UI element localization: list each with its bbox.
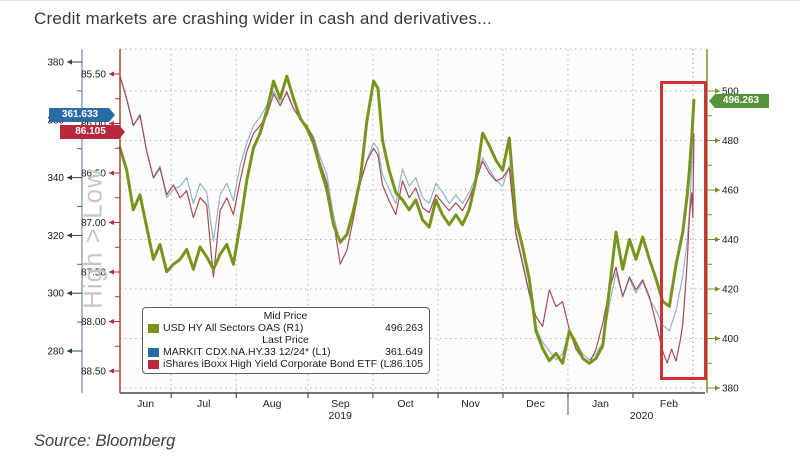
r1-tick-label: 420 <box>722 285 739 296</box>
tick-arrow <box>109 219 114 226</box>
r1-tick-label: 500 <box>722 87 739 98</box>
legend-value-iboxx-etf: 86.105 <box>390 358 423 370</box>
tick-arrow <box>715 187 720 193</box>
legend-row-oas: USD HY All Sectors OAS (R1) 496.263 <box>148 322 423 334</box>
tick-arrow <box>109 71 114 77</box>
legend-value-oas: 496.263 <box>385 322 423 334</box>
chart-legend: Mid Price USD HY All Sectors OAS (R1) 49… <box>142 307 430 374</box>
r1-tick-label: 400 <box>722 334 739 345</box>
tick-arrow <box>715 88 720 94</box>
legend-label-oas: USD HY All Sectors OAS (R1) <box>163 322 304 334</box>
legend-swatch-blue <box>148 347 159 357</box>
last-price-tag-cdx: 361.633 <box>49 108 115 122</box>
l2-tick-label: 87.50 <box>81 268 106 279</box>
page-title: Credit markets are crashing wider in cas… <box>34 9 492 28</box>
l2-tick-label: 87.00 <box>81 218 106 229</box>
tick-arrow <box>67 59 72 65</box>
x-axis-month-label: Jun <box>137 398 154 410</box>
l2-tick-label: 88.00 <box>81 317 106 328</box>
legend-header-last-price: Last Price <box>262 334 309 346</box>
l2-tick-label: 88.50 <box>81 367 106 378</box>
tick-arrow <box>67 290 72 296</box>
tick-arrow <box>715 385 720 391</box>
tick-arrow <box>715 137 720 144</box>
l1-tick-label: 320 <box>47 231 64 242</box>
legend-swatch-red <box>148 359 159 369</box>
tick-arrow <box>109 120 114 127</box>
tick-arrow <box>109 170 114 176</box>
x-axis-month-label: Jul <box>197 398 210 410</box>
legend-label-iboxx-etf: iShares iBoxx High Yield Corporate Bond … <box>163 358 391 370</box>
x-axis-month-label: Jan <box>592 398 609 410</box>
x-axis-month-label: Aug <box>263 398 282 410</box>
l2-tick-label: 86.00 <box>81 119 106 130</box>
r1-tick-label: 460 <box>722 186 739 197</box>
r1-tick-label: 380 <box>722 384 739 395</box>
series-line-r1 <box>118 74 696 365</box>
legend-row-cdx: MARKIT CDX.NA.HY.33 12/24* (L1) 361.649 <box>148 346 423 358</box>
series-line-l1 <box>119 75 695 361</box>
tick-arrow <box>109 269 114 275</box>
tick-arrow <box>67 175 72 181</box>
tick-arrow <box>715 236 720 243</box>
legend-row-iboxx-etf: iShares iBoxx High Yield Corporate Bond … <box>148 358 423 370</box>
l1-tick-label: 300 <box>47 289 64 300</box>
tick-arrow <box>715 335 720 342</box>
last-price-tag-iboxx-etf: 86.105 <box>60 125 125 139</box>
x-axis-month-label: Sep <box>331 398 350 410</box>
r1-tick-label: 480 <box>722 136 739 147</box>
l1-tick-label: 340 <box>47 173 64 184</box>
tick-arrow <box>715 286 720 292</box>
x-axis-month-label: Dec <box>526 398 545 410</box>
x-axis-month-label: Nov <box>461 398 480 410</box>
legend-header-mid-price: Mid Price <box>263 310 308 322</box>
x-axis-year-label: 2020 <box>630 410 654 422</box>
l2-tick-label: 85.50 <box>81 70 106 81</box>
highlight-rectangle <box>660 81 707 380</box>
x-axis-month-label: Feb <box>660 398 678 410</box>
x-axis-month-label: Oct <box>397 398 413 410</box>
l1-tick-label: 380 <box>47 58 64 69</box>
tick-arrow <box>67 232 72 238</box>
l2-tick-label: 86.50 <box>81 169 106 180</box>
r1-tick-label: 440 <box>722 235 739 246</box>
mid-price-tag-oas: 496.263 <box>709 94 769 108</box>
series-line-l2 <box>119 75 695 364</box>
tick-arrow <box>67 348 72 354</box>
source-attribution: Source: Bloomberg <box>34 432 176 450</box>
legend-value-cdx: 361.649 <box>385 346 423 358</box>
tick-arrow <box>109 318 114 325</box>
tick-arrow <box>109 368 114 374</box>
l1-tick-label: 280 <box>47 347 64 358</box>
legend-label-cdx: MARKIT CDX.NA.HY.33 12/24* (L1) <box>163 346 331 358</box>
legend-swatch-green <box>148 323 159 333</box>
x-axis-year-label: 2019 <box>329 410 353 422</box>
